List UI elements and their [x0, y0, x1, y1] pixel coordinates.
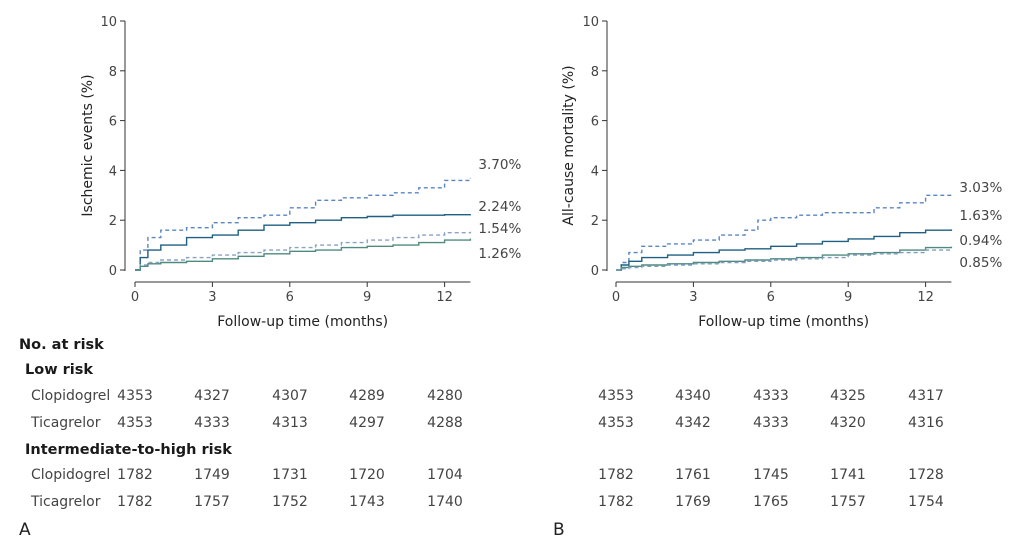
y-tick-label: 0	[591, 264, 599, 279]
x-tick-label: 6	[286, 290, 294, 305]
risk-cell: 4289	[349, 388, 385, 404]
risk-cell: 4316	[908, 415, 944, 431]
series-end-label: 0.85%	[959, 255, 1002, 271]
x-axis-title: Follow-up time (months)	[217, 314, 388, 330]
risk-cell: 4340	[675, 388, 711, 404]
series-end-label: 3.03%	[959, 180, 1002, 196]
risk-cell: 1757	[194, 494, 230, 510]
y-tick-label: 10	[582, 15, 599, 30]
risk-cell: 4353	[598, 415, 634, 431]
risk-cell: 1761	[675, 467, 711, 483]
series-end-label: 0.94%	[959, 233, 1002, 249]
x-tick-label: 12	[436, 290, 453, 305]
y-tick-label: 0	[109, 264, 117, 279]
row-label-clopidogrel: Clopidogrel	[31, 467, 111, 483]
row-label-ticagrelor: Ticagrelor	[31, 415, 101, 431]
risk-cell: 4288	[427, 415, 463, 431]
panel-a-letter: A	[19, 520, 31, 540]
series-end-label: 1.26%	[478, 246, 521, 262]
risk-cell: 1731	[272, 467, 308, 483]
risk-cell: 1757	[830, 494, 866, 510]
risk-cell: 1740	[427, 494, 463, 510]
risk-cell: 4327	[194, 388, 230, 404]
series-end-label: 3.70%	[478, 157, 521, 173]
x-tick-label: 3	[208, 290, 216, 305]
risk-cell: 1728	[908, 467, 944, 483]
series-line-3	[135, 231, 472, 271]
y-tick-label: 4	[591, 164, 599, 179]
risk-cell: 4333	[753, 415, 789, 431]
risk-cell: 4313	[272, 415, 308, 431]
series-end-label: 1.63%	[959, 208, 1002, 224]
y-tick-label: 8	[109, 65, 117, 80]
x-tick-label: 0	[612, 290, 620, 305]
risk-cell: 1704	[427, 467, 463, 483]
risk-cell: 1745	[753, 467, 789, 483]
risk-cell: 1752	[272, 494, 308, 510]
risk-cell: 4353	[598, 388, 634, 404]
series-end-label: 2.24%	[478, 199, 521, 215]
series-line-1	[616, 194, 953, 271]
risk-cell: 4307	[272, 388, 308, 404]
risk-cell: 1782	[598, 467, 634, 483]
intermediate-risk-heading: Intermediate-to-high risk	[25, 442, 232, 458]
x-tick-label: 6	[767, 290, 775, 305]
risk-cell: 1743	[349, 494, 385, 510]
x-tick-label: 3	[689, 290, 697, 305]
y-tick-label: 6	[591, 115, 599, 130]
low-risk-heading: Low risk	[25, 362, 94, 378]
risk-cell: 1754	[908, 494, 944, 510]
chart-panel-a: 0 2 4 6 8 10 0 3 6 9 12 Follow-up time (months) Isch…	[80, 15, 521, 330]
series-line-2	[135, 214, 472, 271]
y-axis-title: Ischemic events (%)	[80, 74, 96, 216]
y-tick-label: 6	[109, 115, 117, 130]
series-end-label: 1.54%	[478, 221, 521, 237]
y-tick-label: 8	[591, 65, 599, 80]
risk-cell: 4353	[117, 415, 153, 431]
risk-cell: 1749	[194, 467, 230, 483]
x-tick-label: 9	[844, 290, 852, 305]
risk-cell: 4320	[830, 415, 866, 431]
risk-cell: 1769	[675, 494, 711, 510]
panel-b-letter: B	[553, 520, 565, 540]
x-axis-title: Follow-up time (months)	[698, 314, 869, 330]
y-tick-label: 4	[109, 164, 117, 179]
x-tick-label: 9	[363, 290, 371, 305]
risk-cell: 4317	[908, 388, 944, 404]
risk-cell: 1741	[830, 467, 866, 483]
series-line-4	[616, 248, 953, 271]
series-line-1	[135, 177, 472, 271]
risk-cell: 4333	[753, 388, 789, 404]
risk-cell: 4297	[349, 415, 385, 431]
risk-cell: 4353	[117, 388, 153, 404]
x-tick-label: 0	[131, 290, 139, 305]
risk-cell: 4325	[830, 388, 866, 404]
risk-cell: 1782	[598, 494, 634, 510]
y-tick-label: 10	[100, 15, 117, 30]
y-tick-label: 2	[591, 214, 599, 229]
row-label-clopidogrel: Clopidogrel	[31, 388, 111, 404]
x-tick-label: 12	[917, 290, 934, 305]
y-tick-label: 2	[109, 214, 117, 229]
risk-cell: 4333	[194, 415, 230, 431]
risk-cell: 1765	[753, 494, 789, 510]
risk-table-title: No. at risk	[19, 337, 104, 353]
risk-cell: 4280	[427, 388, 463, 404]
y-axis-title: All-cause mortality (%)	[561, 65, 577, 225]
risk-cell: 1720	[349, 467, 385, 483]
row-label-ticagrelor: Ticagrelor	[31, 494, 101, 510]
risk-cell: 1782	[117, 467, 153, 483]
series-line-4	[135, 238, 472, 271]
risk-cell: 4342	[675, 415, 711, 431]
risk-cell: 1782	[117, 494, 153, 510]
kaplan-meier-figure: 0 2 4 6 8 10 0 3 6 9 12 Follow-up time (months) Isch…	[80, 15, 1002, 330]
chart-panel-b: 0 2 4 6 8 10 0 3 6 9 12 Follow-up time (months) All-…	[561, 15, 1002, 330]
series-line-2	[616, 229, 953, 271]
